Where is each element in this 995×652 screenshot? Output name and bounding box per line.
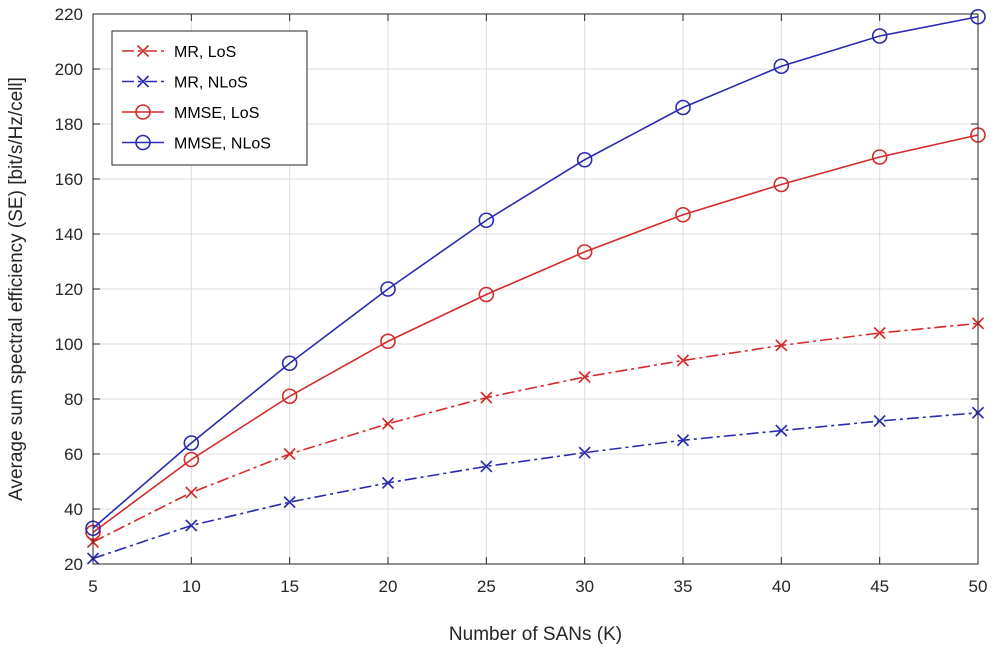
data-point [873,414,886,428]
y-tick-label: 20 [64,555,83,574]
data-point [775,339,788,352]
marker-stroke [283,447,296,461]
x-tick-label: 10 [182,577,201,596]
data-point [381,476,395,489]
data-point [478,212,495,229]
marker-stroke [283,496,296,509]
x-tick-label: 30 [575,577,594,596]
y-tick-label: 180 [55,115,83,134]
data-point [380,281,396,297]
data-point [676,434,690,447]
data-point [578,370,591,384]
marker-stroke [480,391,493,404]
marker-stroke [136,44,150,58]
series-line [92,15,979,529]
series-mr-los [86,317,985,549]
data-point [281,388,298,405]
y-tick-label: 80 [64,390,83,409]
data-point [576,244,593,260]
x-axis-label: Number of SANs (K) [449,624,622,645]
y-tick-label: 140 [55,225,83,244]
series-line [92,322,979,543]
marker-stroke [381,417,395,430]
data-point [773,58,790,75]
marker-stroke [185,519,198,532]
axis-ticks: 5 10 15 20 25 30 35 40 45 50 20 40 60 80 100 120 140 160 1… [55,5,988,596]
data-point [183,435,200,451]
y-tick-label: 40 [64,500,83,519]
data-point [576,151,593,168]
data-point [283,496,296,509]
y-tick-label: 60 [64,445,83,464]
y-tick-label: 100 [55,335,83,354]
legend-label: MMSE, NLoS [174,136,271,153]
y-tick-label: 160 [55,170,83,189]
marker-stroke [676,434,690,447]
legend-entry: MR, NLoS [122,75,248,92]
y-tick-label: 220 [55,5,83,24]
legend-entry: MR, LoS [122,44,236,61]
marker-stroke [381,476,395,489]
data-point [773,176,790,193]
data-point [283,447,296,461]
data-point [480,391,493,404]
x-tick-label: 25 [477,577,496,596]
marker-stroke [775,339,788,352]
data-point [871,149,888,165]
series-line [92,134,979,534]
data-point [380,333,396,350]
data-point [281,355,298,372]
data-point [183,451,200,468]
legend-marker [136,75,150,88]
legend-label: MR, NLoS [174,75,248,92]
legend-marker [136,44,150,58]
data-point [676,354,690,367]
data-point [675,99,691,116]
x-tick-label: 15 [280,577,299,596]
legend-marker [135,134,151,151]
data-point [478,286,495,303]
marker-stroke [185,486,198,499]
marker-stroke [873,414,886,428]
data-point [185,519,198,532]
marker-stroke [480,460,493,473]
y-tick-label: 120 [55,280,83,299]
data-point [775,424,788,437]
data-point [185,486,198,499]
legend: MR, LoS MR, NLoS MMSE, LoS MMSE, NLoS [111,30,308,166]
marker-stroke [136,75,150,88]
legend-label: MR, LoS [174,44,236,61]
y-tick-label: 200 [55,60,83,79]
x-tick-label: 35 [674,577,693,596]
series-layer [85,8,986,565]
legend-marker [135,104,151,120]
y-axis-label: Average sum spectral efficiency (SE) [bi… [6,77,27,501]
data-point [578,446,591,459]
data-point [381,417,395,430]
series-mmse-los [85,127,986,541]
marker-stroke [578,446,591,459]
legend-entry: MMSE, LoS [122,104,259,122]
series-line [92,411,979,560]
series-mmse-nlos [85,8,986,537]
x-tick-label: 50 [969,577,988,596]
marker-stroke [775,424,788,437]
x-tick-label: 40 [772,577,791,596]
marker-stroke [873,326,886,340]
data-point [480,460,493,473]
data-point [873,326,886,340]
x-tick-label: 45 [870,577,889,596]
x-tick-label: 5 [88,577,97,596]
marker-stroke [676,354,690,367]
legend-label: MMSE, LoS [174,105,259,122]
marker-stroke [578,370,591,384]
data-point [675,206,691,223]
data-point [871,28,888,44]
legend-entry: MMSE, NLoS [122,134,271,153]
x-tick-label: 20 [379,577,398,596]
